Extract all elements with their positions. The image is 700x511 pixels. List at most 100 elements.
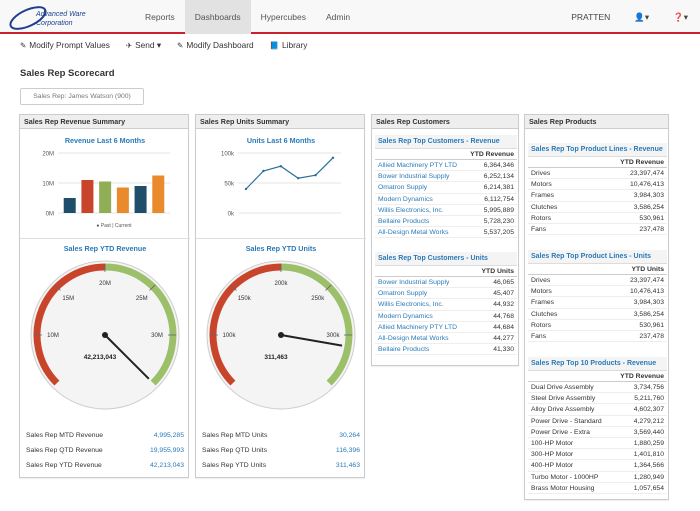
row-value: 1,057,654 <box>633 484 664 492</box>
label: Sales Rep QTD Units <box>202 447 267 454</box>
row-name[interactable]: Bellaire Products <box>378 346 430 354</box>
gauge-tick-label: 25M <box>136 296 148 302</box>
row-name[interactable]: Willis Electronics, Inc. <box>378 301 444 309</box>
row-name[interactable]: All-Design Metal Works <box>378 334 449 342</box>
revenue-ytd-row: Sales Rep YTD Revenue 42,213,043 <box>26 462 184 469</box>
line-point[interactable] <box>262 169 265 173</box>
bar[interactable] <box>63 198 76 213</box>
gauge-tick-label: 200k <box>274 281 288 287</box>
gauge-tick-label: 300k <box>326 333 340 339</box>
pencil-icon: ✎ <box>20 41 27 50</box>
table-row: All-Design Metal Works 44,277 <box>375 333 517 345</box>
row-name: Clutches <box>531 310 558 318</box>
send-button[interactable]: ✈ Send ▾ <box>125 40 162 50</box>
page-title: Sales Rep Scorecard <box>20 68 115 79</box>
row-name: Alloy Drive Assembly <box>531 406 595 414</box>
row-name[interactable]: Omatron Supply <box>378 290 428 298</box>
revenue-chart-title: Revenue Last 6 Months <box>64 136 146 145</box>
gauge-band <box>280 263 353 386</box>
revenue-panel-title: Sales Rep Revenue Summary <box>20 115 188 129</box>
nav-admin[interactable]: Admin <box>325 12 351 22</box>
value[interactable]: 30,264 <box>339 432 360 439</box>
row-name: Steel Drive Assembly <box>531 395 596 403</box>
user-name[interactable]: PRATTEN <box>571 12 611 22</box>
y-tick-label: 50k <box>224 182 235 188</box>
user-menu-icon[interactable]: 👤▾ <box>634 12 650 22</box>
table-row: Power Drive - Standard 4,279,212 <box>528 416 667 427</box>
label: Sales Rep YTD Units <box>202 462 267 469</box>
row-value: 10,476,413 <box>629 181 664 189</box>
table-title: Sales Rep Top 10 Products - Revenue <box>528 357 667 371</box>
help-menu-icon[interactable]: ❓▾ <box>673 12 688 22</box>
gauge-band <box>33 263 106 386</box>
table-row: Drives 23,397,474 <box>528 275 667 287</box>
top-customers-revenue-table: Sales Rep Top Customers - Revenue YTD Rev… <box>375 135 517 239</box>
units-mtd-row: Sales Rep MTD Units 30,264 <box>202 432 360 439</box>
table-row: Bellaire Products 41,330 <box>375 344 517 356</box>
value[interactable]: 4,995,285 <box>153 432 184 439</box>
gauge-band <box>104 263 177 386</box>
line-point[interactable] <box>314 174 317 177</box>
library-button[interactable]: 📘 Library <box>270 40 308 50</box>
row-name[interactable]: Bellaire Products <box>378 217 430 225</box>
row-value: 41,330 <box>493 346 514 354</box>
bar[interactable] <box>81 180 94 213</box>
row-name[interactable]: Modern Dynamics <box>378 312 433 320</box>
row-name[interactable]: Allied Machinery PTY LTD <box>378 162 458 169</box>
line-point[interactable] <box>297 177 300 180</box>
bar[interactable] <box>99 181 112 214</box>
label: Sales Rep QTD Revenue <box>26 447 103 454</box>
gauge-tick-label: 250k <box>311 296 325 302</box>
bar[interactable] <box>116 187 129 214</box>
company-logo[interactable]: Advanced Ware Corporation <box>6 4 96 31</box>
column-header: YTD Revenue <box>528 157 667 168</box>
nav-dashboards[interactable]: Dashboards <box>184 0 251 34</box>
table-row: Power Drive - Extra 3,569,440 <box>528 427 667 438</box>
bar[interactable] <box>134 186 147 213</box>
line-point[interactable] <box>244 187 248 191</box>
units-line <box>245 157 334 190</box>
row-name[interactable]: Willis Electronics, Inc. <box>378 206 444 214</box>
row-value: 45,407 <box>493 290 514 298</box>
row-name[interactable]: Modern Dynamics <box>378 195 433 203</box>
table-title: Sales Rep Top Customers - Units <box>375 252 517 266</box>
library-label: Library <box>282 40 308 50</box>
row-name[interactable]: Bower Industrial Supply <box>378 279 450 286</box>
customers-panel: Sales Rep Customers Sales Rep Top Custom… <box>371 114 519 366</box>
nav-reports[interactable]: Reports <box>145 12 175 22</box>
top-product-lines-units-table: Sales Rep Top Product Lines - Units YTD U… <box>528 250 667 343</box>
row-value: 10,476,413 <box>629 288 664 296</box>
line-point[interactable] <box>331 156 335 159</box>
row-value: 3,586,254 <box>633 203 664 211</box>
gauge-tick <box>54 284 61 291</box>
row-name[interactable]: Allied Machinery PTY LTD <box>378 323 458 331</box>
row-name[interactable]: Omatron Supply <box>378 184 428 192</box>
row-name: 100-HP Motor <box>531 439 574 447</box>
row-value: 6,214,381 <box>483 184 514 192</box>
modify-prompt-button[interactable]: ✎ Modify Prompt Values <box>20 40 110 50</box>
row-value: 23,397,474 <box>629 277 664 284</box>
row-name[interactable]: Bower Industrial Supply <box>378 173 450 181</box>
units-gauge-title: Sales Rep YTD Units <box>245 244 317 253</box>
value[interactable]: 42,213,043 <box>149 462 184 469</box>
svg-text:Advanced Ware: Advanced Ware <box>35 11 86 18</box>
value[interactable]: 116,396 <box>335 447 360 454</box>
send-label: Send <box>135 40 155 50</box>
table-row: Brass Motor Housing 1,057,654 <box>528 483 667 494</box>
bar[interactable] <box>152 175 165 214</box>
gauge-tick <box>149 284 156 291</box>
row-value: 6,364,346 <box>483 162 514 169</box>
row-name[interactable]: All-Design Metal Works <box>378 229 449 237</box>
value[interactable]: 311,463 <box>335 462 360 469</box>
row-value: 5,728,230 <box>483 217 514 225</box>
label: Sales Rep YTD Revenue <box>26 462 102 469</box>
modify-dashboard-button[interactable]: ✎ Modify Dashboard <box>177 40 254 50</box>
value[interactable]: 19,955,993 <box>149 447 184 454</box>
prompt-value-button[interactable]: Sales Rep: James Watson (900) <box>20 88 144 105</box>
gauge-value: 42,213,043 <box>84 354 117 361</box>
row-value: 1,880,259 <box>633 439 664 447</box>
line-point[interactable] <box>279 165 282 168</box>
nav-hypercubes[interactable]: Hypercubes <box>260 12 306 22</box>
row-name: Fans <box>531 332 547 340</box>
gauge-tick <box>230 284 237 291</box>
